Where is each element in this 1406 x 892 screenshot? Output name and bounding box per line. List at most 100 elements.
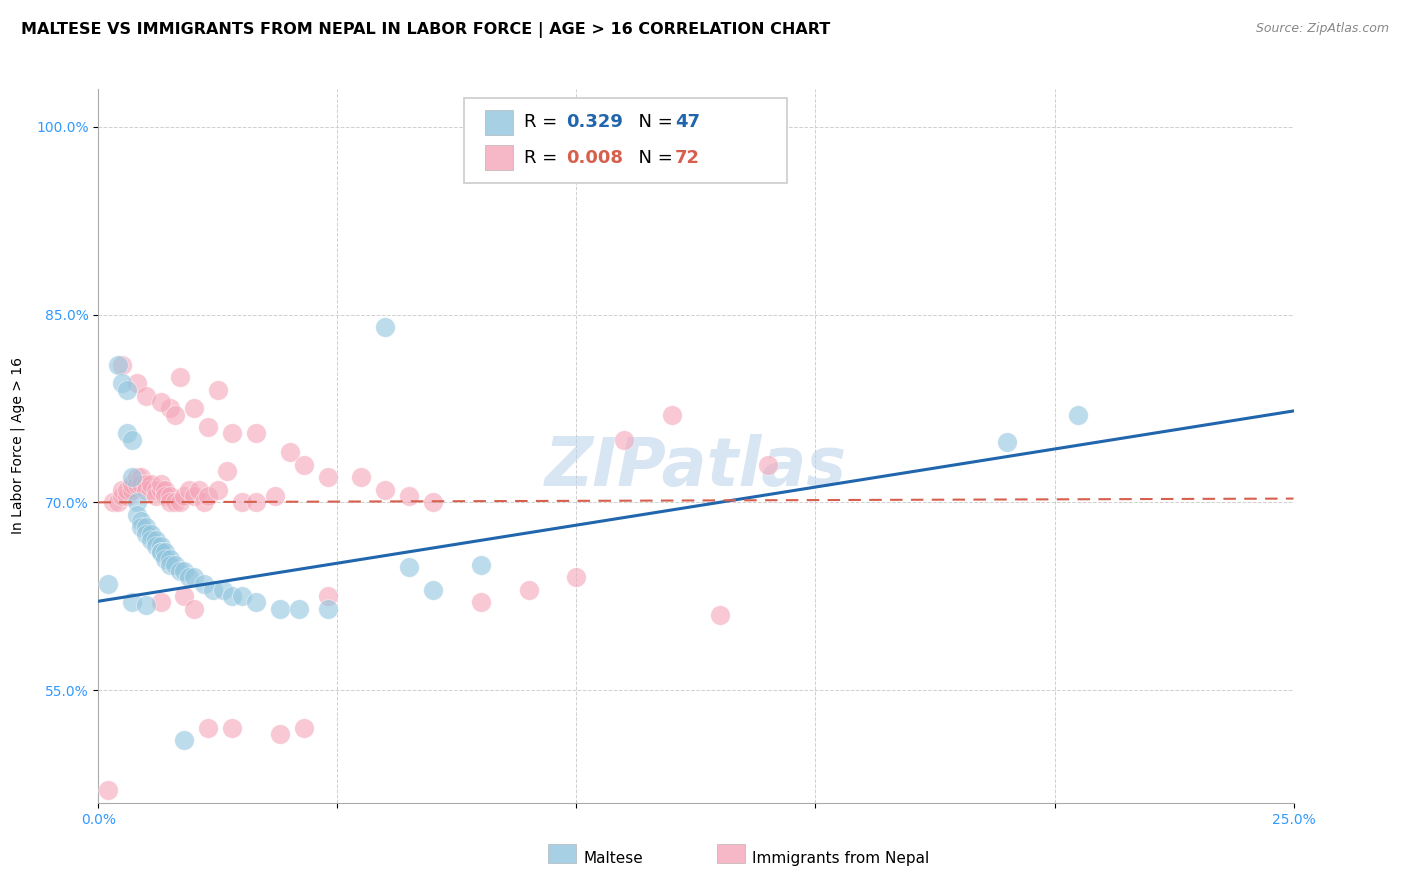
- Point: [316, 589, 339, 603]
- Point: [135, 526, 157, 541]
- Point: [145, 483, 167, 497]
- Point: [149, 395, 172, 409]
- Text: 47: 47: [675, 113, 700, 131]
- Point: [125, 376, 148, 391]
- Point: [125, 470, 148, 484]
- Point: [115, 383, 138, 397]
- Point: [350, 470, 373, 484]
- Point: [264, 489, 287, 503]
- Point: [292, 458, 315, 472]
- Point: [159, 495, 181, 509]
- Point: [221, 426, 243, 441]
- Point: [211, 582, 233, 597]
- Point: [121, 433, 143, 447]
- Point: [169, 370, 191, 384]
- Point: [115, 489, 138, 503]
- Point: [245, 595, 267, 609]
- Point: [169, 564, 191, 578]
- Point: [565, 570, 588, 584]
- Text: 0.008: 0.008: [567, 149, 624, 167]
- Point: [131, 514, 153, 528]
- Text: Immigrants from Nepal: Immigrants from Nepal: [752, 851, 929, 865]
- Point: [995, 435, 1018, 450]
- Point: [139, 533, 162, 547]
- Point: [135, 476, 157, 491]
- Point: [163, 408, 186, 422]
- Point: [139, 476, 162, 491]
- Point: [422, 582, 444, 597]
- Point: [149, 595, 172, 609]
- Point: [316, 601, 339, 615]
- Point: [756, 458, 779, 472]
- Point: [173, 589, 195, 603]
- Text: Maltese: Maltese: [583, 851, 643, 865]
- Point: [173, 733, 195, 747]
- Point: [183, 570, 205, 584]
- Point: [269, 727, 291, 741]
- Point: [422, 495, 444, 509]
- Point: [121, 476, 143, 491]
- Point: [155, 545, 177, 559]
- Point: [179, 483, 201, 497]
- Point: [149, 539, 172, 553]
- Point: [183, 401, 205, 416]
- Point: [517, 582, 540, 597]
- Point: [155, 489, 177, 503]
- Point: [159, 489, 181, 503]
- Point: [131, 470, 153, 484]
- Point: [145, 489, 167, 503]
- Point: [135, 520, 157, 534]
- Point: [149, 476, 172, 491]
- Point: [398, 489, 420, 503]
- Point: [155, 551, 177, 566]
- Point: [135, 483, 157, 497]
- Point: [155, 483, 177, 497]
- Point: [111, 376, 134, 391]
- Point: [107, 495, 129, 509]
- Point: [231, 589, 253, 603]
- Point: [125, 476, 148, 491]
- Point: [97, 576, 120, 591]
- Point: [159, 401, 181, 416]
- Point: [125, 508, 148, 522]
- Point: [149, 483, 172, 497]
- Point: [202, 582, 225, 597]
- Point: [245, 495, 267, 509]
- Point: [159, 558, 181, 572]
- Text: MALTESE VS IMMIGRANTS FROM NEPAL IN LABOR FORCE | AGE > 16 CORRELATION CHART: MALTESE VS IMMIGRANTS FROM NEPAL IN LABO…: [21, 22, 831, 38]
- Point: [207, 483, 229, 497]
- Point: [163, 558, 186, 572]
- Point: [125, 495, 148, 509]
- Point: [121, 470, 143, 484]
- Text: N =: N =: [627, 149, 679, 167]
- Point: [115, 483, 138, 497]
- Point: [139, 526, 162, 541]
- Point: [269, 601, 291, 615]
- Point: [374, 320, 396, 334]
- Y-axis label: In Labor Force | Age > 16: In Labor Force | Age > 16: [10, 358, 25, 534]
- Point: [145, 533, 167, 547]
- Point: [278, 445, 301, 459]
- Point: [183, 489, 205, 503]
- Text: ZIPatlas: ZIPatlas: [546, 434, 846, 500]
- Point: [221, 589, 243, 603]
- Point: [149, 545, 172, 559]
- Point: [470, 558, 492, 572]
- Point: [111, 483, 134, 497]
- Point: [470, 595, 492, 609]
- Point: [139, 483, 162, 497]
- Point: [221, 721, 243, 735]
- Point: [97, 783, 120, 797]
- Point: [193, 576, 215, 591]
- Point: [131, 476, 153, 491]
- Point: [149, 545, 172, 559]
- Text: R =: R =: [524, 113, 564, 131]
- Point: [121, 595, 143, 609]
- Point: [145, 539, 167, 553]
- Point: [207, 383, 229, 397]
- Point: [187, 483, 209, 497]
- Point: [316, 470, 339, 484]
- Text: N =: N =: [627, 113, 679, 131]
- Point: [709, 607, 731, 622]
- Point: [121, 483, 143, 497]
